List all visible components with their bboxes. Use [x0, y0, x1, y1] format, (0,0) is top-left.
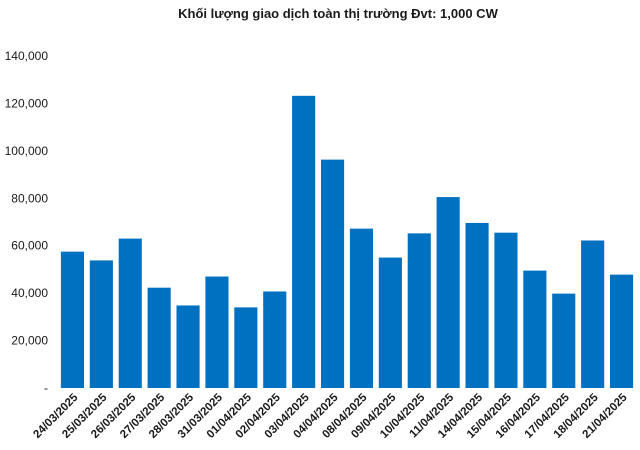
y-axis: - 20,000 40,000 60,000 80,000 100,000 120,000 1… [5, 49, 49, 395]
y-tick-label: - [44, 381, 48, 395]
y-tick-label: 100,000 [5, 144, 49, 158]
bar-03/04/2025 [292, 95, 316, 388]
bar-27/03/2025 [147, 287, 171, 388]
bar-26/03/2025 [118, 238, 142, 388]
bars [60, 95, 634, 388]
bar-28/03/2025 [176, 305, 200, 388]
bar-25/03/2025 [89, 260, 113, 388]
bar-14/04/2025 [465, 222, 489, 388]
bar-08/04/2025 [349, 228, 374, 388]
bar-18/04/2025 [581, 240, 605, 388]
bar-15/04/2025 [494, 232, 518, 388]
y-tick-label: 120,000 [5, 96, 49, 110]
bar-16/04/2025 [523, 270, 547, 388]
x-axis: 24/03/202525/03/202526/03/202527/03/2025… [31, 391, 630, 441]
bar-24/03/2025 [60, 251, 85, 388]
y-tick-label: 140,000 [5, 49, 49, 63]
bar-21/04/2025 [609, 274, 634, 388]
y-tick-label: 60,000 [11, 239, 48, 253]
bar-11/04/2025 [436, 197, 460, 388]
y-tick-label: 40,000 [11, 286, 48, 300]
y-tick-label: 80,000 [11, 191, 48, 205]
bar-31/03/2025 [205, 276, 229, 388]
bar-01/04/2025 [234, 307, 258, 388]
bar-10/04/2025 [407, 233, 431, 388]
bar-02/04/2025 [263, 291, 287, 388]
bar-17/04/2025 [552, 293, 576, 388]
bar-09/04/2025 [378, 257, 402, 388]
chart-title: Khối lượng giao dịch toàn thị trường Đvt… [178, 6, 498, 21]
y-tick-label: 20,000 [11, 334, 48, 348]
bar-04/04/2025 [320, 159, 345, 388]
